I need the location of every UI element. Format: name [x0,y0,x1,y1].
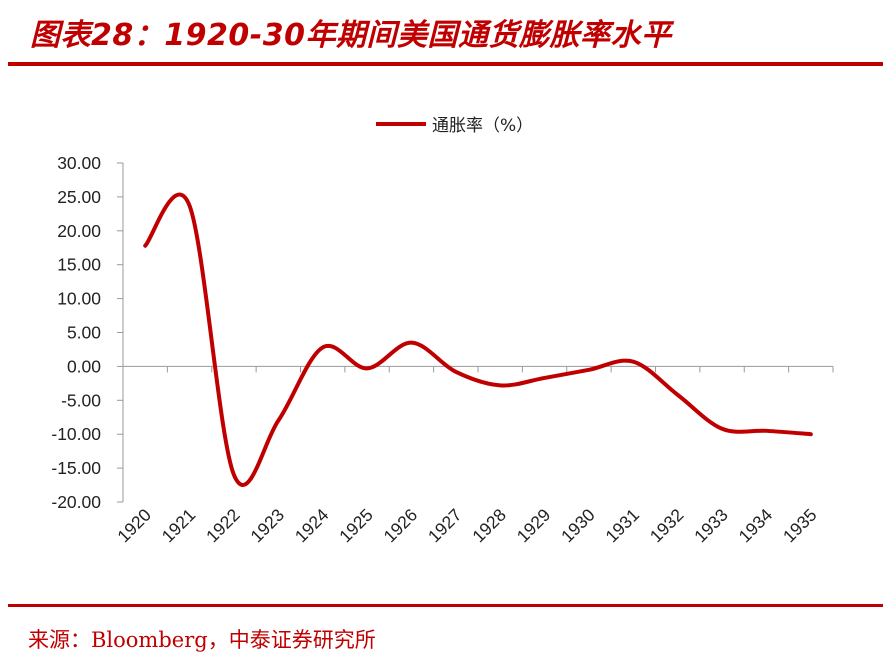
x-tick-label: 1921 [158,505,200,547]
x-tick-label: 1932 [646,505,688,547]
data-point [454,370,458,374]
y-tick-labels: 30.00 25.00 20.00 15.00 10.00 5.00 0.00 -5.00 -1… [51,153,101,512]
x-tick-label: 1923 [246,505,288,547]
data-point [809,432,813,436]
data-point [143,244,147,248]
series-lines [143,192,813,487]
x-tick-label: 1927 [424,505,466,547]
data-point [543,376,547,380]
x-tick-label: 1931 [601,505,643,547]
data-point [276,419,280,423]
page-title: 图表28：1920-30年期间美国通货膨胀率水平 [30,18,672,53]
y-tick-label: 25.00 [57,187,101,207]
legend-label: 通胀率（%） [432,116,533,136]
chart-axes [117,162,834,503]
y-tick-label: 20.00 [57,221,101,241]
source-note: 来源：Bloomberg，中泰证券研究所 [28,624,376,654]
data-point [409,341,413,345]
y-tick-label: -10.00 [51,424,101,444]
footer-rule [8,604,883,607]
chart-legend: 通胀率（%） [376,116,533,136]
x-tick-labels: 1920 1921 1922 1923 1924 1925 1926 1927 1928 1929… [113,505,820,547]
x-tick-label: 1924 [291,505,333,547]
x-tick-label: 1920 [113,505,155,547]
data-point [365,366,369,370]
x-tick-label: 1934 [735,505,777,547]
x-tick-label: 1922 [202,505,244,547]
data-point [188,204,192,208]
x-tick-label: 1935 [779,505,821,547]
y-tick-label: -20.00 [51,492,101,512]
y-tick-label: 30.00 [57,153,101,173]
data-point [498,383,502,387]
x-tick-label: 1925 [335,505,377,547]
inflation-line-chart: 通胀率（%） 30.00 25.00 20.00 15.00 10.00 5.00 0.00… [51,116,834,547]
data-point [676,393,680,397]
y-tick-label: 10.00 [57,289,101,309]
data-point [587,368,591,372]
title-rule [8,62,883,66]
series-line [143,192,813,487]
y-tick-label: -5.00 [61,390,101,410]
y-tick-label: 5.00 [67,323,101,343]
y-tick-label: 15.00 [57,255,101,275]
x-tick-label: 1928 [468,505,510,547]
x-tick-label: 1929 [513,505,555,547]
y-tick-label: 0.00 [67,356,101,376]
y-tick-label: -15.00 [51,458,101,478]
source-label: 来源： [28,628,91,652]
data-point [232,473,236,477]
x-tick-label: 1930 [557,505,599,547]
data-point [764,429,768,433]
source-text: Bloomberg，中泰证券研究所 [91,628,376,652]
x-tick-label: 1926 [380,505,422,547]
data-point [321,345,325,349]
data-point [631,360,635,364]
data-point [720,427,724,431]
x-tick-label: 1933 [690,505,732,547]
